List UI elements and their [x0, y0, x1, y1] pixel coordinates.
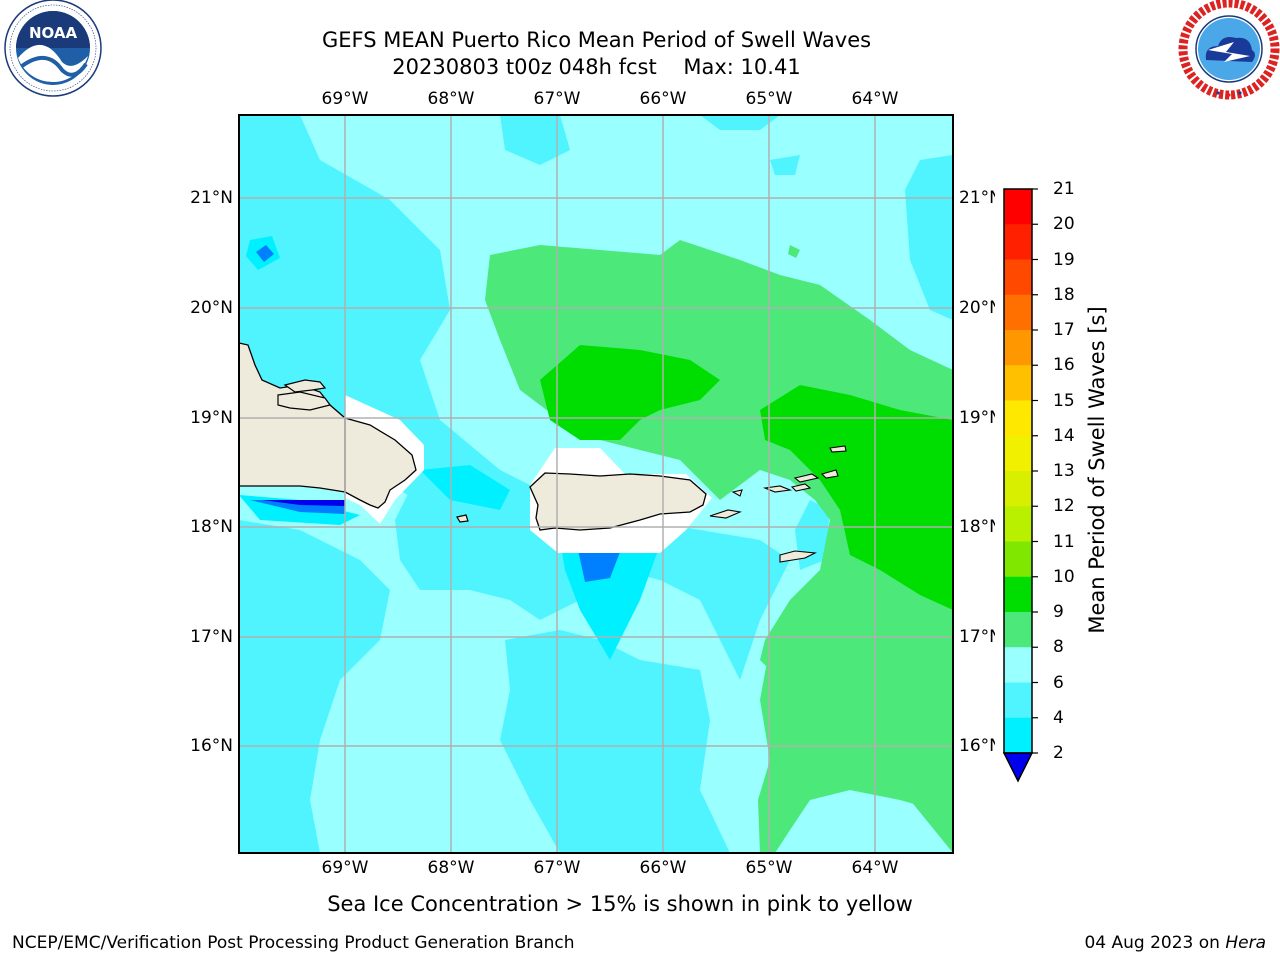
lat-tick-left-20n: 20°N [190, 298, 233, 318]
colorbar-bin [1004, 189, 1032, 225]
contour-9-10-spot [788, 245, 800, 258]
map-frame [238, 114, 954, 854]
lat-tick-right-17n: 17°N [959, 627, 1002, 647]
land-st-john [790, 483, 812, 492]
colorbar-bin [1004, 506, 1032, 542]
lat-tick-left-16n: 16°N [190, 736, 233, 756]
land-gonave [277, 391, 332, 411]
contour-6-8-top-right [700, 115, 780, 130]
colorbar-tick-label: 2 [1053, 743, 1064, 763]
lon-tick-top-66w: 66°W [639, 89, 687, 109]
lon-tick-top-69w: 69°W [321, 89, 369, 109]
colorbar-bar [995, 180, 1041, 790]
contour-2-4-south-pr [578, 550, 620, 582]
grid-lines [239, 115, 953, 853]
lat-tick-left-19n: 19°N [190, 408, 233, 428]
colorbar-tick-label: 21 [1053, 179, 1075, 199]
colorbar-tick-label: 6 [1053, 672, 1064, 693]
land-virgin-gorda [820, 469, 839, 479]
lon-tick-bottom-68w: 68°W [427, 858, 475, 878]
colorbar-bin [1004, 330, 1032, 366]
colorbar-bin [1004, 612, 1032, 648]
lon-tick-bottom-69w: 69°W [321, 858, 369, 878]
colorbar-bin [1004, 365, 1032, 401]
colorbar-tick-label: 11 [1053, 531, 1075, 552]
land-st-croix [779, 550, 817, 563]
colorbar-tick-label: 10 [1053, 566, 1075, 587]
contour-10-11-north [540, 345, 720, 440]
colorbar-tick-label: 15 [1053, 390, 1075, 411]
colorbar-tick-label: 4 [1053, 707, 1064, 728]
contour-6-8-north [500, 115, 570, 165]
noaa-logo-text: NOAA [29, 24, 78, 42]
colorbar-bin [1004, 400, 1032, 437]
lon-tick-bottom-66w: 66°W [639, 858, 687, 878]
colorbar-tick-label: 13 [1053, 461, 1075, 481]
lon-tick-top-64w: 64°W [851, 89, 899, 109]
lat-tick-right-16n: 16°N [959, 736, 1002, 756]
land-vieques [709, 509, 742, 519]
contour-6-8-patch [770, 155, 800, 175]
colorbar-tick-label: 14 [1053, 425, 1075, 446]
colorbar-bin [1004, 471, 1032, 507]
colorbar-tick-label: 20 [1053, 214, 1075, 235]
land-puerto-rico [529, 472, 707, 531]
colorbar-bin [1004, 717, 1032, 754]
noaa-logo: NOAA [4, 0, 102, 97]
lat-tick-left-18n: 18°N [190, 517, 233, 537]
colorbar-tick-label: 19 [1053, 249, 1075, 270]
land-mona [456, 514, 469, 523]
contour-4-6-west [420, 465, 510, 510]
lon-tick-bottom-65w: 65°W [745, 858, 793, 878]
lon-tick-bottom-67w: 67°W [533, 858, 581, 878]
lat-tick-left-17n: 17°N [190, 627, 233, 647]
colorbar-tick-label: 9 [1053, 602, 1064, 622]
lon-tick-top-67w: 67°W [533, 89, 581, 109]
footer-date: 04 Aug 2023 on [1084, 933, 1226, 953]
contour-6-8-east [905, 155, 953, 320]
lat-tick-left-21n: 21°N [190, 188, 233, 208]
lat-tick-right-21n: 21°N [959, 188, 1002, 208]
map-plot-area [239, 115, 953, 853]
colorbar-tick-label: 17 [1053, 320, 1075, 340]
land-tortola [793, 473, 820, 483]
colorbar-bin [1004, 259, 1032, 296]
nws-logo [1178, 0, 1280, 100]
colorbar-bin [1004, 682, 1032, 719]
colorbar-tick-label: 8 [1053, 637, 1064, 658]
lat-tick-right-18n: 18°N [959, 517, 1002, 537]
colorbar-bin [1004, 294, 1032, 331]
colorbar-bin [1004, 541, 1032, 578]
colorbar-bin [1004, 224, 1032, 260]
sea-ice-caption: Sea Ice Concentration > 15% is shown in … [327, 892, 913, 916]
footer-host: Hera [1225, 933, 1266, 953]
lat-tick-right-19n: 19°N [959, 408, 1002, 428]
land-culebra [731, 489, 743, 497]
footer-right: 04 Aug 2023 on Hera [1084, 933, 1266, 953]
land-tortuga [283, 379, 327, 393]
lon-tick-top-65w: 65°W [745, 89, 793, 109]
chart-title-line2: 20230803 t00z 048h fcst Max: 10.41 [392, 55, 801, 79]
colorbar-bin [1004, 647, 1032, 683]
colorbar-tick-label: 16 [1053, 355, 1075, 376]
contour-10-11-east [760, 385, 953, 610]
colorbar-bin [1004, 576, 1032, 613]
contour-below-2 [262, 500, 345, 506]
lat-tick-right-20n: 20°N [959, 298, 1002, 318]
contour-9-10-south [758, 645, 953, 853]
contour-6-8-southwest [239, 520, 390, 853]
colorbar-bin [1004, 435, 1032, 472]
land-st-thomas [762, 485, 793, 493]
land-hispaniola-east [344, 417, 417, 509]
land-anegada [829, 445, 847, 453]
colorbar-tick-label: 12 [1053, 496, 1075, 517]
chart-title-line1: GEFS MEAN Puerto Rico Mean Period of Swe… [321, 28, 872, 52]
footer-left: NCEP/EMC/Verification Post Processing Pr… [12, 933, 575, 953]
lon-tick-bottom-64w: 64°W [851, 858, 899, 878]
colorbar-axis-label: Mean Period of Swell Waves [s] [1085, 306, 1109, 634]
colorbar-tick-label: 18 [1053, 284, 1075, 305]
contour-2-4-spot [256, 245, 274, 262]
lon-tick-top-68w: 68°W [427, 89, 475, 109]
